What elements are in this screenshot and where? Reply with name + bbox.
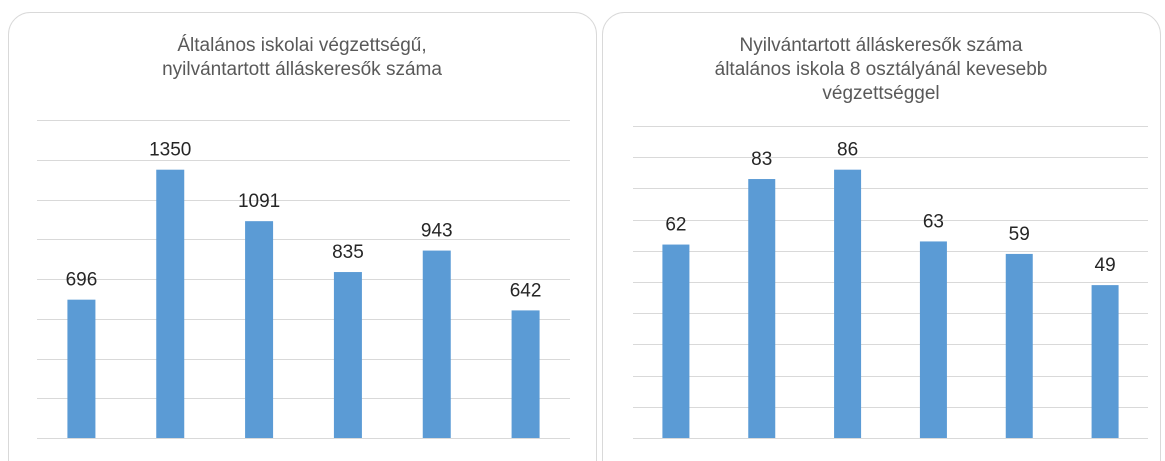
value-label: 63 <box>923 211 944 232</box>
value-label: 83 <box>751 149 772 170</box>
value-label: 62 <box>665 215 686 236</box>
value-label: 86 <box>837 140 858 161</box>
value-label: 59 <box>1009 224 1030 245</box>
value-label: 1350 <box>149 140 191 161</box>
bar <box>245 221 274 438</box>
bar <box>1091 285 1119 438</box>
chart-title: általános iskola 8 osztályánál kevesebb <box>715 59 1048 80</box>
value-label: 943 <box>421 221 453 242</box>
value-label: 696 <box>66 270 98 291</box>
bar <box>156 169 185 438</box>
bar <box>333 272 362 438</box>
bar <box>748 179 776 439</box>
bar <box>511 310 540 438</box>
value-label: 1091 <box>238 191 280 212</box>
chart-title: Általános iskolai végzettségű, <box>177 35 426 56</box>
chart-title: nyilvántartott álláskeresők száma <box>162 59 442 80</box>
value-label: 835 <box>332 242 364 263</box>
value-label: 49 <box>1095 255 1116 276</box>
bar <box>67 299 96 438</box>
bar <box>1005 253 1033 438</box>
chart-title: Nyilvántartott álláskeresők száma <box>740 35 1023 56</box>
bar <box>422 250 451 438</box>
bar <box>662 244 690 438</box>
value-label: 642 <box>510 280 542 301</box>
chart-title: végzettséggel <box>822 83 939 104</box>
bar <box>919 241 947 438</box>
bar <box>834 169 862 438</box>
